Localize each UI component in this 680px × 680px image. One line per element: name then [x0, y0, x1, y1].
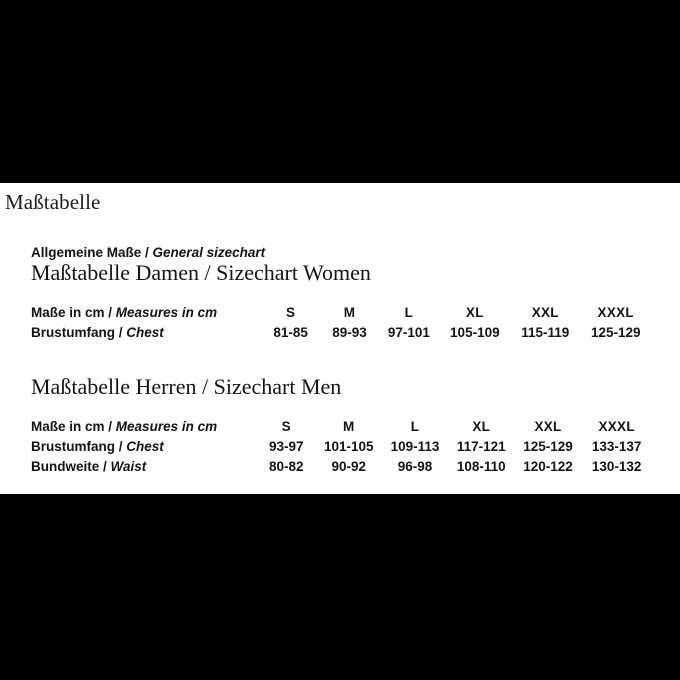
women-row-label-chest-separator: / [115, 325, 127, 340]
women-header-row: Maße in cm / Measures in cm S M L XL XXL… [31, 303, 651, 323]
men-chest-m: 101-105 [324, 439, 374, 454]
men-size-table: Maße in cm / Measures in cm S M L XL XXL… [31, 417, 651, 477]
women-unit-label: Maße in cm / Measures in cm [31, 303, 260, 323]
men-size-header-xxxl: XXXL [598, 419, 635, 434]
women-chest-m: 89-93 [332, 325, 367, 340]
men-row-label-chest-separator: / [115, 439, 127, 454]
men-waist-xxl: 120-122 [523, 459, 573, 474]
general-kicker-en: General sizechart [152, 245, 266, 260]
men-row-label-waist-separator: / [99, 459, 111, 474]
men-unit-label-en: Measures in cm [115, 419, 218, 434]
women-size-header-xxl: XXL [531, 305, 559, 320]
men-size-header-xl: XL [472, 419, 491, 434]
men-size-header-l: L [410, 419, 420, 434]
women-size-header-l: L [404, 305, 414, 320]
men-waist-m: 90-92 [331, 459, 367, 474]
men-table-head: Maße in cm / Measures in cm S M L XL XXL… [31, 417, 651, 437]
women-chest-l: 97-101 [387, 325, 430, 340]
men-chest-l: 109-113 [390, 439, 440, 454]
men-chest-xxxl: 133-137 [591, 439, 642, 454]
women-row-label-chest-de: Brustumfang [31, 325, 115, 340]
men-row-label-chest-en: Chest [126, 439, 164, 454]
general-kicker-de: Allgemeine Maße [31, 245, 142, 260]
general-kicker-separator: / [141, 245, 153, 260]
women-chest-s: 81-85 [273, 325, 308, 340]
women-row-label-chest: Brustumfang / Chest [31, 323, 260, 343]
women-chest-xxl: 115-119 [521, 325, 570, 340]
page-title: Maßtabelle [5, 190, 101, 214]
men-unit-label-separator: / [104, 419, 116, 434]
women-size-header-s: S [286, 305, 296, 320]
women-size-header-m: M [343, 305, 356, 320]
men-row-label-chest-de: Brustumfang [31, 439, 115, 454]
women-table-head: Maße in cm / Measures in cm S M L XL XXL… [31, 303, 651, 323]
men-unit-label: Maße in cm / Measures in cm [31, 417, 256, 437]
general-sizechart-kicker: Allgemeine Maße / General sizechart [31, 245, 265, 260]
men-header-row: Maße in cm / Measures in cm S M L XL XXL… [31, 417, 651, 437]
men-size-header-s: S [281, 419, 291, 434]
women-table-body: Brustumfang / Chest 81-85 89-93 97-101 1… [31, 323, 651, 343]
men-chest-s: 93-97 [269, 439, 304, 454]
men-row-label-waist: Bundweite / Waist [31, 457, 256, 477]
women-unit-label-en: Measures in cm [115, 305, 218, 320]
men-table-body: Brustumfang / Chest 93-97 101-105 109-11… [31, 437, 651, 477]
women-unit-label-separator: / [104, 305, 116, 320]
men-waist-xl: 108-110 [456, 459, 506, 474]
table-row: Brustumfang / Chest 93-97 101-105 109-11… [31, 437, 651, 457]
men-waist-s: 80-82 [269, 459, 304, 474]
men-chest-xxl: 125-129 [523, 439, 573, 454]
men-waist-l: 96-98 [397, 459, 433, 474]
men-section-heading: Maßtabelle Herren / Sizechart Men [31, 374, 342, 399]
men-unit-label-de: Maße in cm [31, 419, 105, 434]
sizechart-sheet: Maßtabelle Allgemeine Maße / General siz… [0, 183, 680, 494]
men-row-label-waist-de: Bundweite [31, 459, 100, 474]
women-section-heading: Maßtabelle Damen / Sizechart Women [31, 260, 371, 285]
women-row-label-chest-en: Chest [126, 325, 164, 340]
men-row-label-waist-en: Waist [110, 459, 147, 474]
men-row-label-chest: Brustumfang / Chest [31, 437, 256, 457]
women-chest-xxxl: 125-129 [590, 325, 641, 340]
women-size-header-xl: XL [465, 305, 484, 320]
men-size-header-xxl: XXL [534, 419, 562, 434]
women-size-header-xxxl: XXXL [597, 305, 634, 320]
women-unit-label-de: Maße in cm [31, 305, 105, 320]
men-waist-xxxl: 130-132 [591, 459, 642, 474]
women-size-table: Maße in cm / Measures in cm S M L XL XXL… [31, 303, 651, 343]
table-row: Brustumfang / Chest 81-85 89-93 97-101 1… [31, 323, 651, 343]
men-size-header-m: M [343, 419, 355, 434]
men-chest-xl: 117-121 [456, 439, 506, 454]
women-chest-xl: 105-109 [450, 325, 500, 340]
table-row: Bundweite / Waist 80-82 90-92 96-98 108-… [31, 457, 651, 477]
